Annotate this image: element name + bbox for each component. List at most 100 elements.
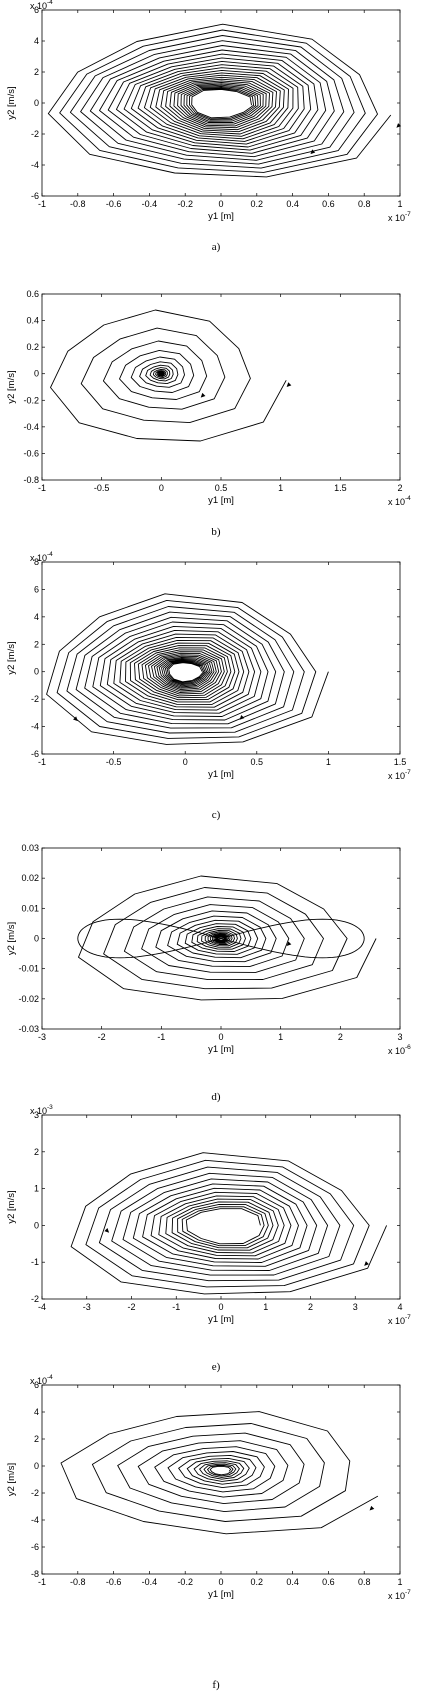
y-tick-label: -0.02 xyxy=(18,994,39,1004)
direction-arrow xyxy=(286,941,292,947)
x-tick-label: -0.5 xyxy=(106,757,122,767)
x-tick-label: -0.4 xyxy=(142,1577,158,1587)
y-tick-label: -0.8 xyxy=(23,475,39,485)
x-tick-label: -0.8 xyxy=(70,199,86,209)
phase-trajectory xyxy=(60,1411,379,1535)
x-axis-label: y1 [m] xyxy=(208,211,234,222)
y-tick-label: 0.6 xyxy=(26,289,39,299)
y-tick-label: -1 xyxy=(31,1257,39,1267)
y-tick-label: -2 xyxy=(31,129,39,139)
x-multiplier-base: x 10 xyxy=(388,497,405,507)
x-axis-multiplier: x 10-7 xyxy=(388,1314,411,1326)
x-axis-label: y1 [m] xyxy=(208,1314,234,1325)
y-tick-label: 2 xyxy=(34,639,39,649)
x-tick-label: 2 xyxy=(308,1302,313,1312)
direction-arrow xyxy=(286,382,292,387)
y-axis-label: y2 [m/s] xyxy=(6,1463,17,1496)
y-tick-label: 3 xyxy=(34,1110,39,1120)
y-multiplier-base: x 10 xyxy=(30,553,47,563)
panel-caption: f) xyxy=(212,1679,220,1691)
y-tick-label: 4 xyxy=(34,1407,39,1417)
x-multiplier-exponent: -7 xyxy=(405,211,411,218)
y-tick-label: -6 xyxy=(31,191,39,201)
y-multiplier-base: x 10 xyxy=(30,1376,47,1386)
x-tick-label: 0.5 xyxy=(215,483,228,493)
x-tick-label: 0 xyxy=(183,757,188,767)
chart-3: -3 -2 -1 0 1 2 3 -0.03 -0.02 -0.01 0 0.01 0.02 0.03 y1… xyxy=(6,843,411,1103)
panel-caption: c) xyxy=(212,809,221,821)
y-tick-label: 8 xyxy=(34,557,39,567)
y-tick-label: -6 xyxy=(31,1542,39,1552)
y-tick-label: -2 xyxy=(31,1294,39,1304)
phase-trajectory xyxy=(78,875,377,1001)
x-tick-label: -3 xyxy=(83,1302,91,1312)
x-tick-label: 1 xyxy=(397,199,402,209)
x-tick-label: -1 xyxy=(38,199,46,209)
y-tick-label: 0 xyxy=(34,667,39,677)
x-tick-label: 1 xyxy=(263,1302,268,1312)
x-tick-label: 1.5 xyxy=(334,483,347,493)
y-tick-label: 0 xyxy=(34,1461,39,1471)
x-axis-multiplier: x 10-4 xyxy=(388,495,411,507)
x-tick-label: 1 xyxy=(278,483,283,493)
direction-arrow xyxy=(104,1228,110,1233)
y-tick-label: -4 xyxy=(31,1515,39,1525)
y-multiplier-base: x 10 xyxy=(30,1106,47,1116)
x-tick-label: 0.4 xyxy=(286,1577,299,1587)
x-tick-label: 0.2 xyxy=(251,199,264,209)
axes-frame xyxy=(41,561,401,755)
x-tick-label: 1.5 xyxy=(394,757,407,767)
chart-2: -1 -0.5 0 0.5 1 1.5 -6 -4 -2 0 2 4 6 8 y1 [m] y2 [m/s] x… xyxy=(6,551,411,821)
x-multiplier-base: x 10 xyxy=(388,771,405,781)
x-tick-label: 0 xyxy=(218,1577,223,1587)
direction-arrow xyxy=(200,392,206,398)
y-axis-label: y2 [m/s] xyxy=(6,86,17,119)
y-tick-label: 4 xyxy=(34,612,39,622)
y-axis-multiplier: x 10-4 xyxy=(30,0,53,11)
x-tick-label: -0.4 xyxy=(142,199,158,209)
x-tick-label: -4 xyxy=(38,1302,46,1312)
y-tick-label: 0 xyxy=(34,98,39,108)
x-tick-label: -1 xyxy=(172,1302,180,1312)
y-tick-label: -0.03 xyxy=(18,1024,39,1034)
y-multiplier-exponent: -4 xyxy=(47,0,53,6)
direction-arrow xyxy=(369,1505,375,1511)
panel-caption: b) xyxy=(211,526,221,538)
y-multiplier-exponent: -3 xyxy=(47,1104,53,1111)
x-axis-label: y1 [m] xyxy=(208,1589,234,1600)
chart-0: -1 -0.8 -0.6 -0.4 -0.2 0 0.2 0.4 0.6 0.8 1 -6 -4 -2 0 2… xyxy=(6,0,411,253)
phase-trajectory xyxy=(47,23,392,178)
y-tick-label: 6 xyxy=(34,584,39,594)
x-tick-label: 4 xyxy=(397,1302,402,1312)
x-tick-label: -1 xyxy=(38,757,46,767)
y-multiplier-exponent: -4 xyxy=(47,1374,53,1381)
y-tick-label: -6 xyxy=(31,749,39,759)
x-axis-label: y1 [m] xyxy=(208,1044,234,1055)
x-tick-label: 0.5 xyxy=(251,757,264,767)
y-tick-label: 0.01 xyxy=(21,903,39,913)
x-multiplier-exponent: -7 xyxy=(405,1589,411,1596)
x-tick-label: 0.2 xyxy=(251,1577,264,1587)
y-tick-label: -0.4 xyxy=(23,422,39,432)
direction-arrow xyxy=(396,123,402,128)
direction-arrow xyxy=(73,716,78,722)
x-tick-label: 1 xyxy=(278,1032,283,1042)
y-tick-label: -2 xyxy=(31,1488,39,1498)
x-multiplier-base: x 10 xyxy=(388,1591,405,1601)
y-tick-label: -8 xyxy=(31,1569,39,1579)
x-tick-label: -0.2 xyxy=(177,1577,193,1587)
x-multiplier-exponent: -6 xyxy=(405,1044,411,1051)
y-tick-label: 2 xyxy=(34,67,39,77)
y-tick-label: 0.03 xyxy=(21,843,39,853)
panel-caption: a) xyxy=(212,241,221,253)
direction-arrow xyxy=(310,149,316,155)
x-axis-label: y1 [m] xyxy=(208,495,234,506)
x-tick-label: -0.8 xyxy=(70,1577,86,1587)
y-tick-label: -0.6 xyxy=(23,448,39,458)
x-multiplier-base: x 10 xyxy=(388,1316,405,1326)
y-tick-label: 0 xyxy=(34,1220,39,1230)
panel-caption: d) xyxy=(211,1091,221,1103)
x-multiplier-exponent: -7 xyxy=(405,1314,411,1321)
